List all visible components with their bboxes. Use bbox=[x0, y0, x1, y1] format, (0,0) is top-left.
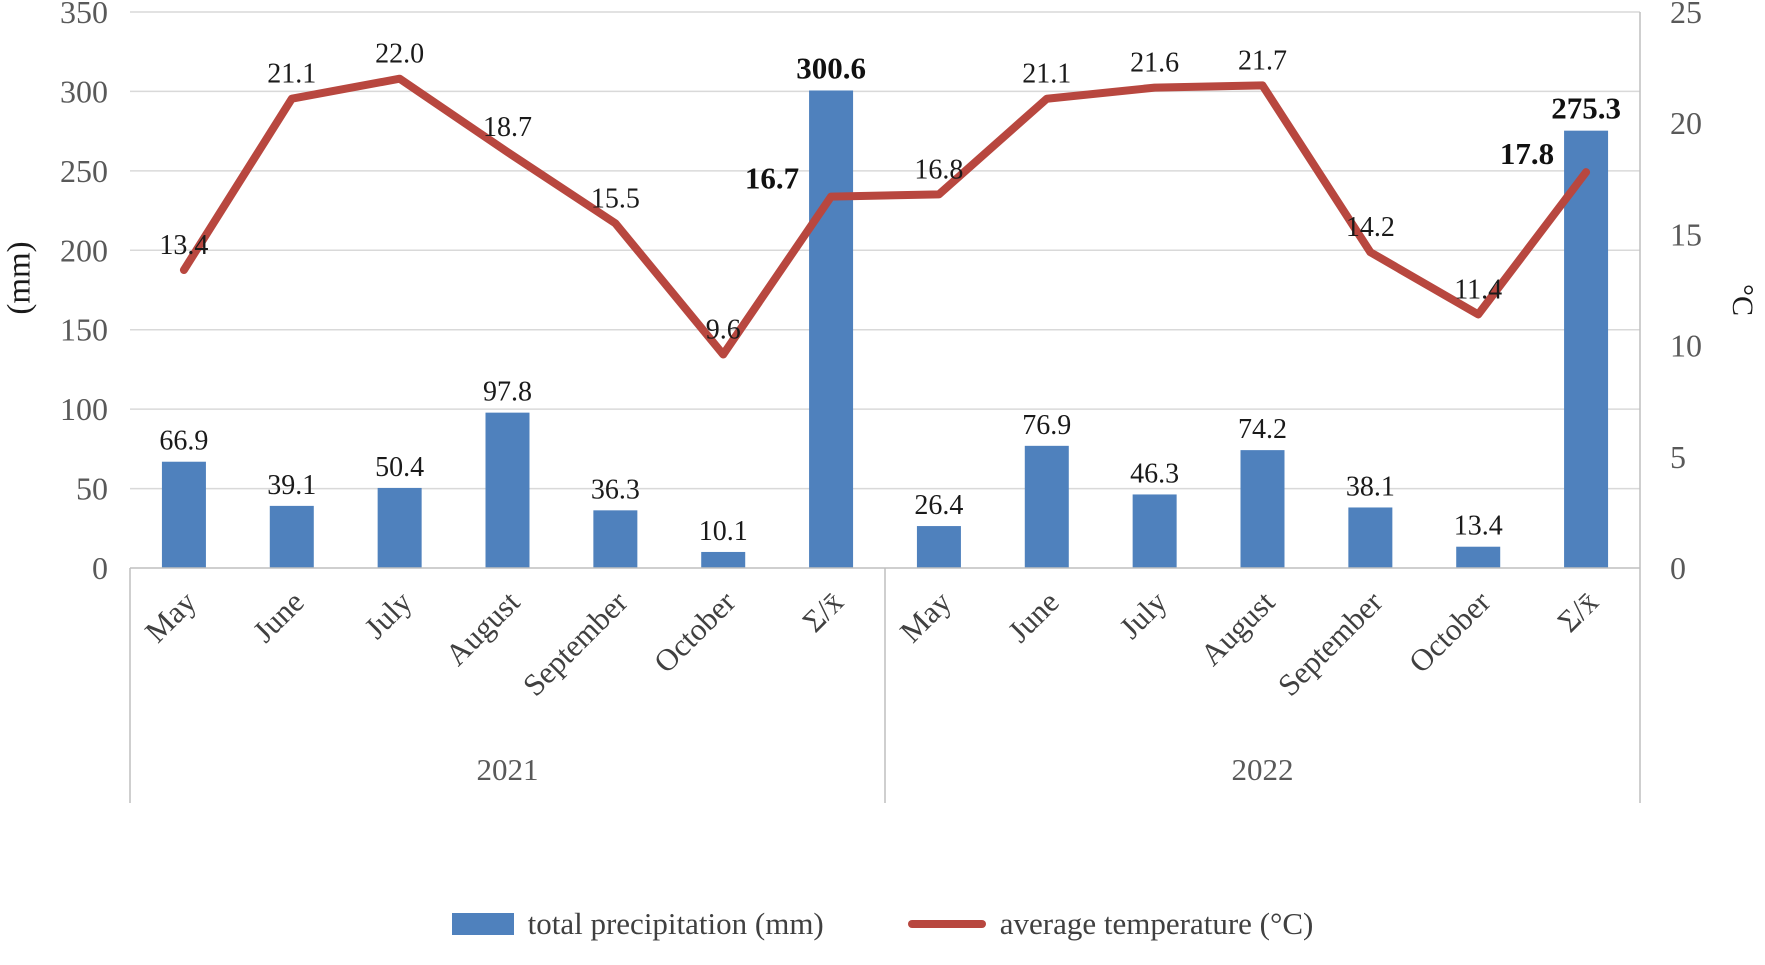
temperature-label: 9.6 bbox=[706, 314, 741, 345]
temperature-label: 16.7 bbox=[745, 161, 799, 196]
category-label: October bbox=[647, 584, 743, 680]
left-axis-tick: 350 bbox=[60, 0, 108, 30]
precipitation-label: 10.1 bbox=[699, 516, 748, 547]
category-label: July bbox=[357, 584, 419, 646]
category-label: May bbox=[138, 584, 203, 649]
precipitation-label: 76.9 bbox=[1022, 410, 1071, 441]
category-label: June bbox=[1001, 584, 1066, 649]
temperature-label: 21.1 bbox=[1022, 59, 1071, 90]
temperature-label: 13.4 bbox=[159, 230, 208, 261]
precipitation-bar bbox=[809, 90, 854, 568]
category-label: May bbox=[893, 584, 958, 649]
category-label: August bbox=[1193, 584, 1281, 672]
left-axis-tick: 100 bbox=[60, 391, 108, 427]
precipitation-label: 300.6 bbox=[796, 50, 866, 85]
left-axis-tick: 150 bbox=[60, 312, 108, 348]
temperature-label: 21.1 bbox=[267, 59, 316, 90]
precipitation-bar bbox=[701, 551, 746, 568]
group-label-2021: 2021 bbox=[477, 752, 539, 787]
left-axis-tick: 250 bbox=[60, 153, 108, 189]
precipitation-label: 74.2 bbox=[1238, 414, 1287, 445]
temperature-label: 14.2 bbox=[1346, 212, 1395, 243]
precipitation-bar bbox=[1564, 130, 1609, 568]
precipitation-bar bbox=[1132, 494, 1177, 568]
left-axis-title: (mm) bbox=[1, 241, 38, 315]
right-axis-title: °C bbox=[1726, 283, 1759, 317]
precipitation-label: 97.8 bbox=[483, 377, 532, 408]
category-label: Σ/x̄ bbox=[795, 584, 850, 639]
precipitation-label: 26.4 bbox=[914, 490, 963, 521]
left-axis-tick: 0 bbox=[92, 550, 108, 586]
temperature-label: 21.6 bbox=[1130, 48, 1179, 79]
left-axis-tick: 300 bbox=[60, 73, 108, 109]
right-axis-tick: 20 bbox=[1670, 105, 1702, 141]
temperature-label: 15.5 bbox=[591, 183, 640, 214]
category-label: September bbox=[1271, 584, 1390, 703]
precipitation-bar bbox=[269, 505, 314, 568]
precipitation-label: 36.3 bbox=[591, 474, 640, 505]
precipitation-bar bbox=[1348, 507, 1393, 568]
temperature-line bbox=[179, 74, 1591, 359]
temperature-label: 17.8 bbox=[1500, 136, 1554, 171]
precipitation-bar bbox=[593, 510, 638, 568]
precipitation-bar bbox=[377, 487, 422, 568]
category-label: August bbox=[438, 584, 526, 672]
legend-item-precipitation: total precipitation (mm) bbox=[451, 906, 824, 942]
right-axis-tick: 15 bbox=[1670, 216, 1702, 252]
temperature-label: 21.7 bbox=[1238, 45, 1287, 76]
legend-label-temperature: average temperature (°C) bbox=[999, 906, 1314, 941]
temperature-label: 16.8 bbox=[914, 154, 963, 185]
legend-bar-swatch-icon bbox=[451, 913, 514, 935]
precipitation-label: 13.4 bbox=[1454, 511, 1503, 542]
category-label: October bbox=[1402, 584, 1498, 680]
category-label: July bbox=[1112, 584, 1174, 646]
legend-line-swatch-icon bbox=[907, 920, 986, 928]
temperature-label: 11.4 bbox=[1454, 274, 1502, 305]
precipitation-bar bbox=[1240, 450, 1285, 568]
group-label-2022: 2022 bbox=[1232, 752, 1294, 787]
category-label: Σ/x̄ bbox=[1550, 584, 1605, 639]
precipitation-label: 46.3 bbox=[1130, 458, 1179, 489]
precipitation-bar bbox=[916, 526, 961, 568]
legend-label-precipitation: total precipitation (mm) bbox=[527, 906, 824, 941]
right-axis-tick: 10 bbox=[1670, 328, 1702, 364]
precipitation-bar bbox=[1456, 546, 1501, 568]
right-axis-tick: 5 bbox=[1670, 439, 1686, 475]
precipitation-bar bbox=[161, 461, 206, 568]
category-label: September bbox=[516, 584, 635, 703]
temperature-label: 22.0 bbox=[375, 39, 424, 70]
precipitation-label: 39.1 bbox=[267, 470, 316, 501]
precipitation-label: 38.1 bbox=[1346, 471, 1395, 502]
temperature-label: 18.7 bbox=[483, 112, 532, 143]
right-axis-tick: 25 bbox=[1670, 0, 1702, 30]
left-axis-tick: 200 bbox=[60, 232, 108, 268]
chart-svg: 0 50 100 150 200 250 300 350 0 5 10 15 20 25 66.9 13.4 M… bbox=[60, 0, 1702, 803]
legend-item-temperature: average temperature (°C) bbox=[907, 906, 1314, 942]
left-axis-tick: 50 bbox=[76, 471, 108, 507]
precipitation-bar bbox=[1024, 445, 1069, 568]
category-label: June bbox=[246, 584, 311, 649]
precipitation-label: 50.4 bbox=[375, 452, 424, 483]
precipitation-label: 275.3 bbox=[1551, 91, 1621, 126]
precipitation-label: 66.9 bbox=[159, 426, 208, 457]
legend: total precipitation (mm) average tempera… bbox=[0, 906, 1765, 942]
precipitation-bar bbox=[485, 412, 530, 568]
right-axis-tick: 0 bbox=[1670, 550, 1686, 586]
